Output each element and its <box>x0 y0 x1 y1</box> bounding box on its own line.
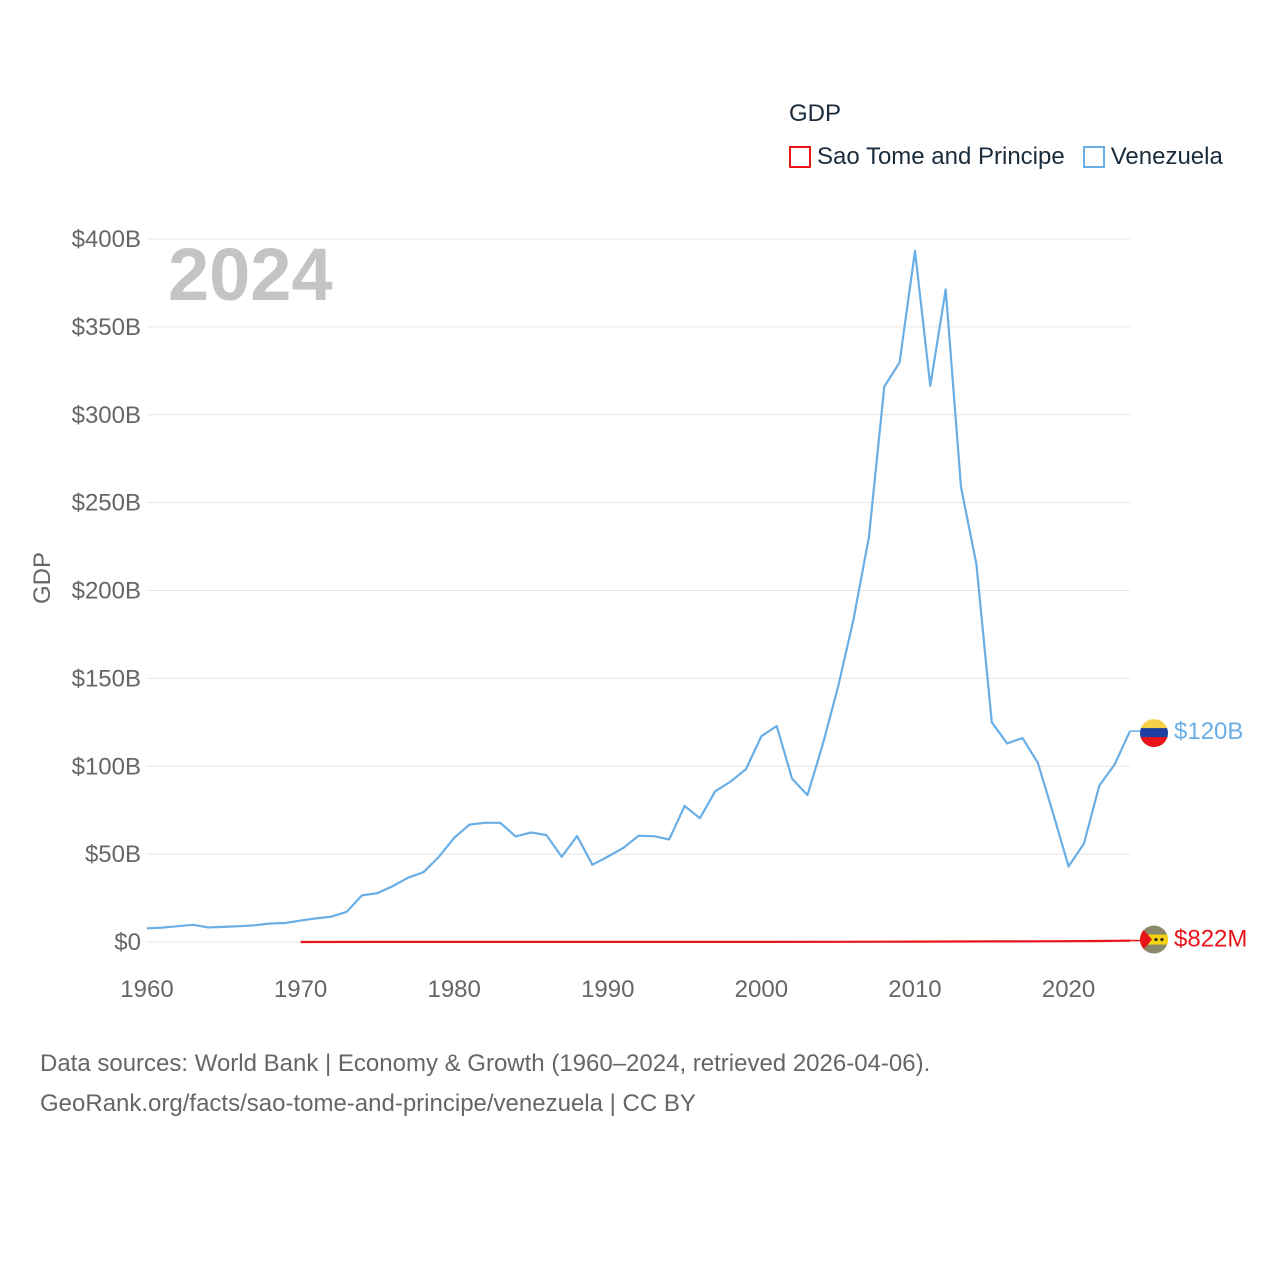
y-tick-label: $150B <box>72 665 141 692</box>
year-watermark: 2024 <box>168 233 333 316</box>
series-line-venezuela[interactable] <box>146 249 1131 930</box>
sao-tome-flag-icon <box>1130 925 1168 954</box>
legend-title: GDP <box>789 100 842 127</box>
y-axis-label: GDP <box>29 552 56 604</box>
x-tick-label: 1990 <box>581 976 634 1003</box>
x-tick-label: 2010 <box>888 976 941 1003</box>
legend: Sao Tome and Principe Venezuela <box>789 143 1223 171</box>
legend-label-sao-tome: Sao Tome and Principe <box>817 143 1065 170</box>
footer: Data sources: World Bank | Economy & Gro… <box>40 1044 930 1124</box>
x-tick-label: 1960 <box>120 976 173 1003</box>
x-tick-label: 2000 <box>735 976 788 1003</box>
x-tick-label: 2020 <box>1042 976 1095 1003</box>
y-tick-label: $400B <box>72 226 141 253</box>
y-tick-label: $100B <box>72 753 141 780</box>
y-tick-label: $0 <box>114 929 141 956</box>
legend-swatch-venezuela <box>1082 146 1105 168</box>
y-tick-label: $50B <box>85 841 141 868</box>
y-axis-ticks: $0 $50B $100B $150B $200B $250B $300B $350B $400… <box>72 226 141 956</box>
series-line-sao-tome-and-principe[interactable] <box>300 939 1131 944</box>
legend-label-venezuela: Venezuela <box>1110 143 1223 170</box>
y-tick-label: $350B <box>72 314 141 341</box>
y-tick-label: $200B <box>72 578 141 605</box>
venezuela-flag-icon <box>1130 719 1168 748</box>
x-tick-label: 1980 <box>427 976 480 1003</box>
legend-item-sao-tome[interactable]: Sao Tome and Principe <box>789 143 1065 171</box>
y-tick-label: $250B <box>72 490 141 517</box>
y-tick-label: $300B <box>72 402 141 429</box>
x-tick-label: 1970 <box>274 976 327 1003</box>
end-label-venezuela: $120B <box>1174 718 1243 745</box>
footer-sources: Data sources: World Bank | Economy & Gro… <box>40 1050 931 1077</box>
x-axis-ticks: 1960 1970 1980 1990 2000 2010 2020 <box>120 976 1095 1003</box>
legend-swatch-sao-tome <box>789 146 811 168</box>
legend-item-venezuela[interactable]: Venezuela <box>1082 143 1223 171</box>
gdp-line-chart: $0 $50B $100B $150B $200B $250B $300B $350B $400… <box>29 226 1247 1003</box>
end-label-sao-tome: $822M <box>1174 926 1247 953</box>
footer-link[interactable]: GeoRank.org/facts/sao-tome-and-principe/… <box>40 1090 696 1117</box>
end-markers: $120B $822M <box>1130 718 1247 954</box>
series-lines <box>146 249 1131 944</box>
